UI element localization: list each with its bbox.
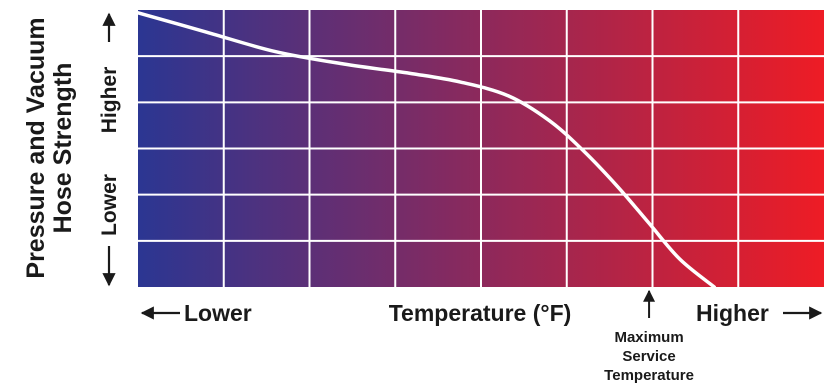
y-lower-label: Lower xyxy=(98,174,121,236)
grid xyxy=(138,10,824,287)
annotation-line-3: Temperature xyxy=(604,367,694,384)
x-lower-label: Lower xyxy=(184,300,252,326)
annotation-line-2: Service xyxy=(622,348,675,365)
strength-curve xyxy=(136,11,716,289)
x-axis-title: Temperature (°F) xyxy=(389,300,572,326)
y-axis-label-line2: Hose Strength xyxy=(49,63,77,234)
y-axis-label-line1: Pressure and Vacuum xyxy=(22,17,50,278)
y-higher-label: Higher xyxy=(98,67,121,134)
x-higher-label: Higher xyxy=(696,300,769,326)
annotation-line-1: Maximum xyxy=(614,329,683,346)
